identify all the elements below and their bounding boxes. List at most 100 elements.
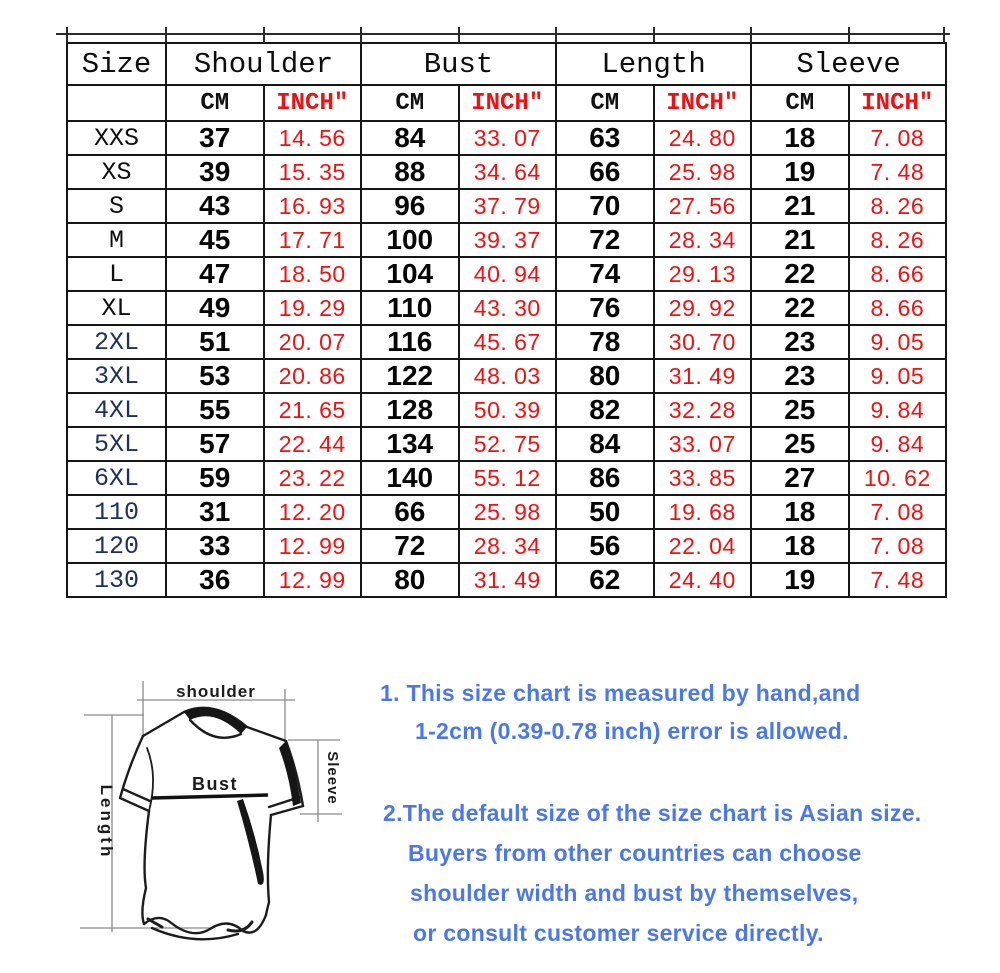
inch-value: 48. 03 [457, 358, 558, 394]
table-row: 130 36 12. 99 80 31. 49 62 24. 40 19 7. 48 [66, 562, 948, 598]
size-cell: 110 [66, 494, 167, 530]
column-tick [66, 27, 68, 43]
cm-value: 51 [165, 324, 265, 360]
cm-value: 84 [360, 120, 460, 156]
size-table-body: XXS 37 14. 56 84 33. 07 63 24. 80 18 7. 08 XS 39 15… [66, 120, 948, 598]
cm-value: 33 [165, 528, 265, 564]
inch-value: 7. 48 [847, 562, 948, 598]
cm-value: 140 [360, 460, 460, 496]
shoulder-diagram-label: shoulder [176, 682, 256, 701]
note2-line4: or consult customer service directly. [413, 920, 824, 946]
inch-value: 15. 35 [262, 154, 363, 190]
cm-value: 23 [750, 358, 850, 394]
inch-value: 7. 08 [847, 120, 948, 156]
cm-value: 122 [360, 358, 460, 394]
inch-value: 28. 34 [457, 528, 558, 564]
cm-value: 57 [165, 426, 265, 462]
inch-value: 27. 56 [652, 188, 753, 224]
cm-value: 45 [165, 222, 265, 258]
size-cell: 4XL [66, 392, 167, 428]
inch-value: 20. 07 [262, 324, 363, 360]
sleeve-diagram-label: Sleeve [324, 751, 341, 805]
inch-value: 7. 08 [847, 528, 948, 564]
cm-value: 72 [555, 222, 655, 258]
cm-value: 110 [360, 290, 460, 326]
note1-line1: 1. This size chart is measured by hand,a… [380, 680, 861, 706]
table-row: XL 49 19. 29 110 43. 30 76 29. 92 22 8. 66 [66, 290, 948, 326]
size-cell: 120 [66, 528, 167, 564]
size-cell: 2XL [66, 324, 167, 360]
cm-value: 23 [750, 324, 850, 360]
inch-value: 34. 64 [457, 154, 558, 190]
inch-value: 39. 37 [457, 222, 558, 258]
inch-value: 16. 93 [262, 188, 363, 224]
cm-unit-header: CM [165, 84, 265, 122]
table-row: M 45 17. 71 100 39. 37 72 28. 34 21 8. 26 [66, 222, 948, 258]
note1-line2: 1-2cm (0.39-0.78 inch) error is allowed. [415, 718, 849, 744]
inch-value: 31. 49 [457, 562, 558, 598]
inch-value: 37. 79 [457, 188, 558, 224]
size-cell: XXS [66, 120, 167, 156]
cm-value: 100 [360, 222, 460, 258]
column-tick [262, 27, 265, 43]
inch-unit-header: INCH″ [262, 84, 363, 122]
cm-value: 47 [165, 256, 265, 292]
inch-value: 7. 08 [847, 494, 948, 530]
size-cell: 3XL [66, 358, 167, 394]
table-row: 120 33 12. 99 72 28. 34 56 22. 04 18 7. 08 [66, 528, 948, 564]
cm-value: 80 [555, 358, 655, 394]
cm-value: 18 [750, 494, 850, 530]
cm-value: 84 [555, 426, 655, 462]
cm-value: 25 [750, 426, 850, 462]
inch-value: 25. 98 [652, 154, 753, 190]
note2-line2: Buyers from other countries can choose [408, 840, 862, 866]
inch-value: 55. 12 [457, 460, 558, 496]
inch-value: 29. 92 [652, 290, 753, 326]
cm-unit-header: CM [555, 84, 655, 122]
table-row: 2XL 51 20. 07 116 45. 67 78 30. 70 23 9. 05 [66, 324, 948, 360]
table-row: 6XL 59 23. 22 140 55. 12 86 33. 85 27 10. 62 [66, 460, 948, 496]
cm-value: 80 [360, 562, 460, 598]
column-tick [750, 27, 752, 43]
inch-unit-header: INCH″ [652, 84, 753, 122]
inch-value: 25. 98 [457, 494, 558, 530]
cm-value: 21 [750, 188, 850, 224]
cm-value: 25 [750, 392, 850, 428]
inch-value: 24. 80 [652, 120, 753, 156]
inch-value: 43. 30 [457, 290, 558, 326]
table-row: L 47 18. 50 104 40. 94 74 29. 13 22 8. 66 [66, 256, 948, 292]
table-header-row: Size Shoulder Bust Length Sleeve [66, 42, 948, 86]
column-tick [360, 27, 362, 43]
cm-value: 76 [555, 290, 655, 326]
column-tick [652, 27, 655, 43]
cm-value: 37 [165, 120, 265, 156]
inch-value: 30. 70 [652, 324, 753, 360]
inch-value: 9. 05 [847, 324, 948, 360]
cm-value: 53 [165, 358, 265, 394]
table-row: 4XL 55 21. 65 128 50. 39 82 32. 28 25 9. 84 [66, 392, 948, 428]
cm-value: 134 [360, 426, 460, 462]
note2-line3: shoulder width and bust by themselves, [410, 880, 859, 906]
cm-value: 21 [750, 222, 850, 258]
inch-value: 22. 04 [652, 528, 753, 564]
inch-value: 33. 07 [652, 426, 753, 462]
size-cell: XL [66, 290, 167, 326]
size-cell: XS [66, 154, 167, 190]
inch-value: 8. 26 [847, 188, 948, 224]
cm-value: 55 [165, 392, 265, 428]
cm-value: 66 [360, 494, 460, 530]
cm-value: 72 [360, 528, 460, 564]
bust-measure-line [151, 793, 269, 800]
inch-value: 10. 62 [847, 460, 948, 496]
inch-value: 18. 50 [262, 256, 363, 292]
cm-value: 128 [360, 392, 460, 428]
cm-value: 43 [165, 188, 265, 224]
column-tick [555, 27, 557, 43]
cm-unit-header: CM [750, 84, 850, 122]
table-row: S 43 16. 93 96 37. 79 70 27. 56 21 8. 26 [66, 188, 948, 224]
inch-value: 19. 29 [262, 290, 363, 326]
cm-value: 88 [360, 154, 460, 190]
size-chart-table: Size Shoulder Bust Length Sleeve CM INCH… [66, 42, 948, 598]
hem-fold-strokes [146, 917, 254, 933]
inch-unit-header: INCH″ [847, 84, 948, 122]
